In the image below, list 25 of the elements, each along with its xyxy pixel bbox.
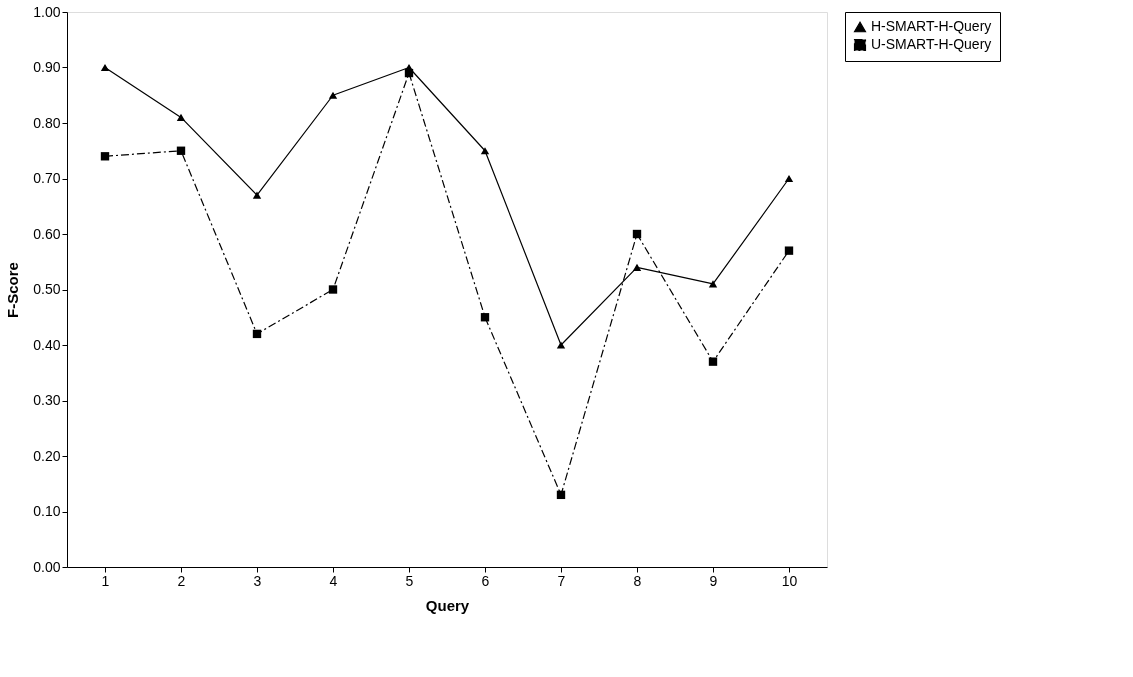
y-axis-title: F-Score — [4, 262, 22, 318]
y-tick-label: 0.50 — [33, 281, 61, 297]
y-tick-label: 0.00 — [33, 558, 61, 575]
x-tick-label: 5 — [405, 572, 414, 589]
y-tick-label: 0.90 — [33, 59, 61, 75]
x-tick-label: 8 — [633, 572, 642, 589]
x-tick-label: 4 — [329, 572, 338, 589]
x-tick-label: 6 — [481, 572, 490, 589]
y-tick-label: 0.60 — [33, 225, 61, 242]
x-tick-label: 3 — [253, 572, 262, 589]
legend-label: U-SMART-H-Query — [871, 36, 992, 52]
x-tick-label: 7 — [557, 572, 566, 589]
x-tick-label: 2 — [177, 572, 186, 589]
x-tick-label: 9 — [709, 572, 718, 589]
x-axis-title: Query — [425, 596, 470, 614]
x-tick-label: 1 — [101, 572, 110, 589]
y-tick-label: 0.70 — [33, 170, 61, 186]
y-tick-label: 0.30 — [33, 392, 61, 408]
y-tick-label: 1.00 — [33, 3, 61, 20]
legend-label: H-SMART-H-Query — [871, 18, 992, 34]
y-tick-label: 0.10 — [33, 503, 61, 519]
y-tick-label: 0.80 — [33, 114, 61, 131]
y-tick-label: 0.20 — [33, 447, 61, 464]
x-tick-label: 10 — [781, 572, 798, 589]
y-tick-label: 0.40 — [33, 336, 61, 353]
